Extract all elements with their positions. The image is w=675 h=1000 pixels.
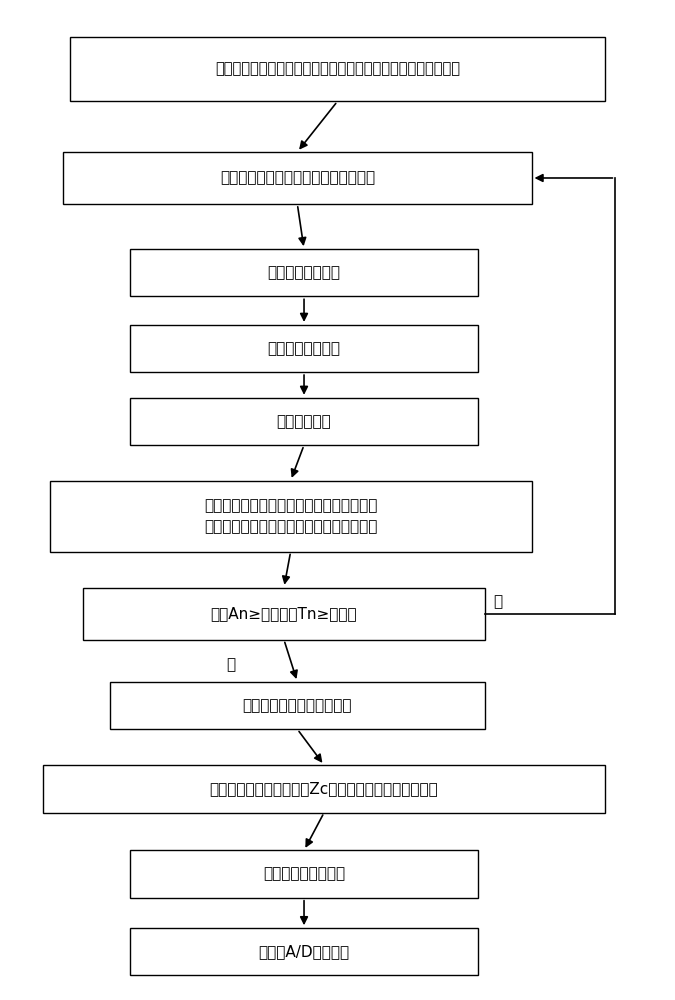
Text: 处理器将补偿后的温度值通过第一无线收发
模块和第二无线收发模块发送给所述上位机: 处理器将补偿后的温度值通过第一无线收发 模块和第二无线收发模块发送给所述上位机 xyxy=(204,498,377,534)
Text: 处理器内存故障自检: 处理器内存故障自检 xyxy=(263,867,345,882)
Bar xyxy=(130,398,478,445)
Bar xyxy=(130,928,478,975)
Bar xyxy=(83,588,485,640)
Bar xyxy=(50,481,532,552)
Bar xyxy=(63,152,532,204)
Text: 通过温度传感器采集铝电解槽槽体温度: 通过温度传感器采集铝电解槽槽体温度 xyxy=(220,170,375,185)
Bar xyxy=(130,325,478,372)
Text: 在铝电解槽槽体上设置温度传感器，设定温度传感器的巡检时间: 在铝电解槽槽体上设置温度传感器，设定温度传感器的巡检时间 xyxy=(215,62,460,77)
Bar xyxy=(130,249,478,296)
Bar xyxy=(110,682,485,729)
Text: 判断An≥设定值或Tn≥设定值: 判断An≥设定值或Tn≥设定值 xyxy=(211,606,357,621)
Text: 计算温度补偿参数: 计算温度补偿参数 xyxy=(267,341,340,356)
Text: 获取有效温度数列: 获取有效温度数列 xyxy=(267,265,340,280)
Text: 是: 是 xyxy=(226,657,235,672)
Text: 否: 否 xyxy=(493,594,502,609)
Text: 处理器A/D功能自检: 处理器A/D功能自检 xyxy=(259,944,350,959)
Bar xyxy=(130,850,478,898)
Text: 进行温度补偿: 进行温度补偿 xyxy=(277,414,331,429)
Text: 处理器将补偿后的温度值Zc的发送给显示装置进行显示: 处理器将补偿后的温度值Zc的发送给显示装置进行显示 xyxy=(210,781,439,796)
Bar xyxy=(43,765,605,813)
Bar xyxy=(70,37,605,101)
Text: 处理器驱动声光报警器报警: 处理器驱动声光报警器报警 xyxy=(242,698,352,713)
